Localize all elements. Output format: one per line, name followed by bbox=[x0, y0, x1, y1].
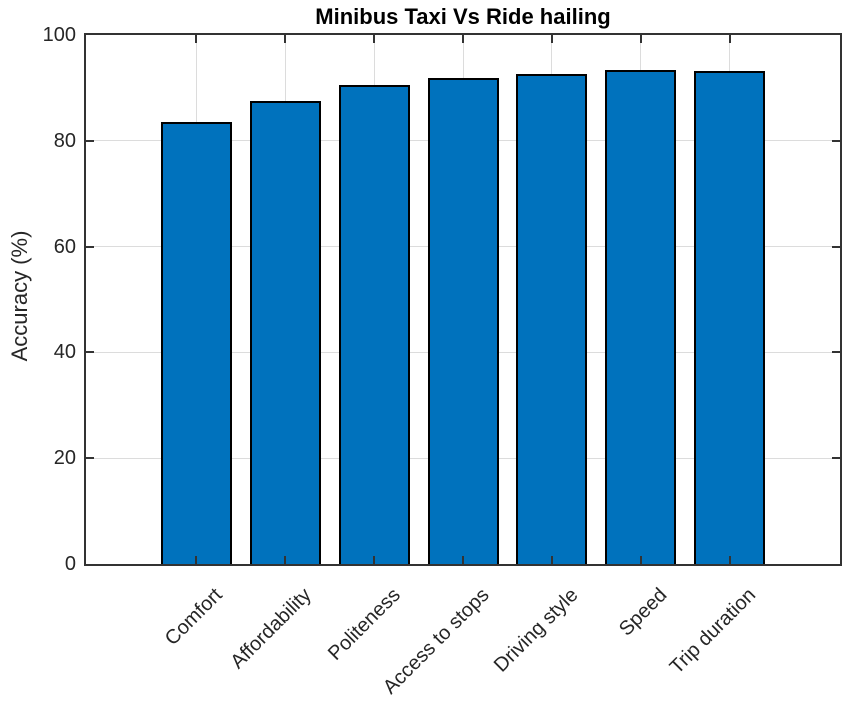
x-tick-label: Driving style bbox=[489, 584, 583, 677]
y-tick-mark-right bbox=[832, 245, 840, 248]
y-tick-mark-right bbox=[832, 139, 840, 142]
bar bbox=[694, 70, 766, 564]
x-tick-label: Comfort bbox=[161, 584, 227, 650]
bar bbox=[249, 100, 321, 564]
y-tick-mark-left bbox=[86, 457, 94, 460]
chart-title: Minibus Taxi Vs Ride hailing bbox=[315, 4, 611, 29]
y-tick-mark-right bbox=[832, 351, 840, 354]
x-tick-mark-top bbox=[550, 35, 553, 43]
x-tick-mark-top bbox=[195, 35, 198, 43]
y-tick-mark-left bbox=[86, 245, 94, 248]
bar bbox=[516, 73, 588, 564]
x-tick-mark-bottom bbox=[373, 556, 376, 564]
x-tick-label: Speed bbox=[614, 584, 672, 641]
x-tick-mark-top bbox=[728, 35, 731, 43]
x-tick-mark-top bbox=[639, 35, 642, 43]
x-tick-mark-bottom bbox=[728, 556, 731, 564]
x-tick-mark-bottom bbox=[195, 556, 198, 564]
y-tick-label: 0 bbox=[64, 553, 76, 575]
x-tick-label: Affordability bbox=[226, 584, 316, 674]
bar bbox=[427, 77, 499, 564]
x-tick-label: Politeness bbox=[323, 584, 405, 665]
x-tick-mark-bottom bbox=[639, 556, 642, 564]
x-tick-mark-top bbox=[462, 35, 464, 43]
y-tick-mark-left bbox=[86, 139, 94, 142]
bar bbox=[605, 70, 677, 564]
x-tick-mark-top bbox=[284, 35, 287, 43]
plot-area bbox=[84, 33, 842, 566]
y-tick-label: 80 bbox=[53, 129, 76, 152]
x-tick-mark-bottom bbox=[550, 556, 553, 564]
x-tick-label: Trip duration bbox=[665, 584, 761, 679]
y-tick-label: 60 bbox=[53, 235, 76, 258]
x-tick-mark-bottom bbox=[462, 556, 464, 564]
bar bbox=[338, 84, 410, 564]
y-tick-label: 40 bbox=[53, 341, 76, 364]
y-tick-mark-right bbox=[832, 457, 840, 460]
y-tick-mark-left bbox=[86, 351, 94, 354]
x-tick-mark-bottom bbox=[284, 556, 287, 564]
y-axis-label: Accuracy (%) bbox=[7, 230, 32, 362]
y-tick-label: 20 bbox=[53, 447, 76, 470]
x-tick-mark-top bbox=[373, 35, 376, 43]
y-tick-label: 100 bbox=[42, 24, 76, 46]
bar bbox=[160, 122, 232, 564]
